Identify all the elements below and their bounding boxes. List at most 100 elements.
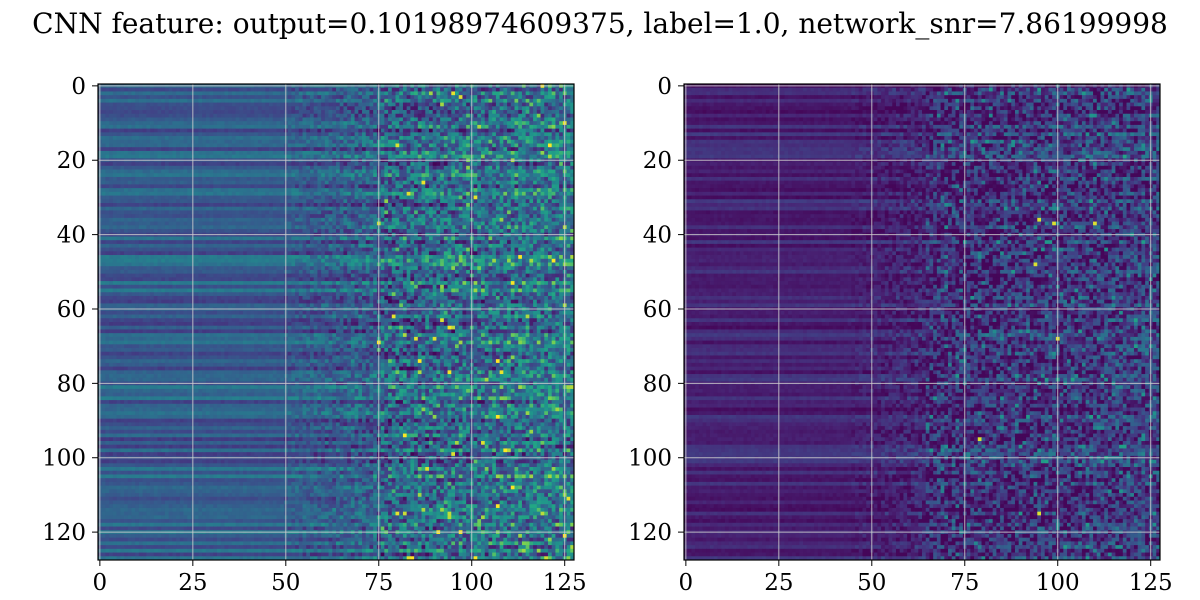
heatmap-cell: [195, 99, 199, 103]
heatmap-cell: [462, 136, 466, 140]
heatmap-cell: [436, 121, 440, 125]
heatmap-cell: [496, 121, 500, 125]
heatmap-cell: [105, 117, 109, 121]
heatmap-cell: [299, 177, 303, 181]
heatmap-cell: [161, 170, 165, 174]
heatmap-cell: [265, 106, 269, 110]
heatmap-cell: [135, 166, 139, 170]
heatmap-cell: [102, 140, 106, 144]
heatmap-cell: [314, 166, 318, 170]
heatmap-cell: [217, 166, 221, 170]
heatmap-cell: [407, 140, 411, 144]
heatmap-cell: [232, 136, 236, 140]
heatmap-cell: [139, 147, 143, 151]
heatmap-cell: [321, 177, 325, 181]
heatmap-cell: [429, 170, 433, 174]
heatmap-cell: [533, 188, 537, 192]
heatmap-cell: [533, 121, 537, 125]
heatmap-cell: [243, 129, 247, 133]
heatmap-cell: [198, 166, 202, 170]
heatmap-cell: [459, 110, 463, 114]
heatmap-cell: [503, 181, 507, 185]
heatmap-cell: [388, 117, 392, 121]
heatmap-cell: [299, 95, 303, 99]
heatmap-cell: [448, 103, 452, 107]
heatmap-cell: [392, 106, 396, 110]
heatmap-cell: [206, 184, 210, 188]
heatmap-cell: [306, 132, 310, 136]
heatmap-cell: [250, 173, 254, 177]
heatmap-cell: [117, 177, 121, 181]
heatmap-cell: [477, 140, 481, 144]
heatmap-cell: [102, 91, 106, 95]
heatmap-cell: [507, 132, 511, 136]
heatmap-cell: [180, 203, 184, 207]
heatmap-cell: [303, 88, 307, 92]
heatmap-cell: [187, 177, 191, 181]
heatmap-cell: [448, 125, 452, 129]
heatmap-cell: [124, 110, 128, 114]
heatmap-cell: [369, 196, 373, 200]
heatmap-cell: [336, 184, 340, 188]
heatmap-cell: [224, 125, 228, 129]
heatmap-cell: [202, 147, 206, 151]
heatmap-cell: [117, 88, 121, 92]
heatmap-cell: [358, 132, 362, 136]
heatmap-cell: [429, 144, 433, 148]
heatmap-cell: [202, 155, 206, 159]
heatmap-cell: [158, 181, 162, 185]
heatmap-cell: [124, 203, 128, 207]
heatmap-cell: [343, 199, 347, 203]
heatmap-cell: [143, 136, 147, 140]
heatmap-cell: [117, 203, 121, 207]
heatmap-cell: [462, 129, 466, 133]
heatmap-cell: [466, 88, 470, 92]
heatmap-cell: [388, 173, 392, 177]
heatmap-cell: [515, 88, 519, 92]
heatmap-cell: [347, 91, 351, 95]
heatmap-cell: [221, 192, 225, 196]
heatmap-cell: [492, 155, 496, 159]
heatmap-cell: [158, 95, 162, 99]
heatmap-cell: [448, 151, 452, 155]
heatmap-cell: [184, 99, 188, 103]
heatmap-cell: [321, 140, 325, 144]
heatmap-cell: [310, 140, 314, 144]
heatmap-cell: [165, 99, 169, 103]
heatmap-cell: [399, 103, 403, 107]
heatmap-cell: [373, 170, 377, 174]
heatmap-cell: [422, 103, 426, 107]
heatmap-cell: [280, 184, 284, 188]
heatmap-cell: [247, 162, 251, 166]
heatmap-cell: [202, 88, 206, 92]
heatmap-cell: [202, 95, 206, 99]
heatmap-cell: [291, 136, 295, 140]
heatmap-cell: [340, 110, 344, 114]
heatmap-cell: [355, 181, 359, 185]
heatmap-cell: [485, 166, 489, 170]
heatmap-cell: [206, 155, 210, 159]
heatmap-cell: [269, 103, 273, 107]
heatmap-cell: [184, 110, 188, 114]
heatmap-cell: [202, 114, 206, 118]
heatmap-cell: [135, 199, 139, 203]
heatmap-cell: [221, 125, 225, 129]
heatmap-cell: [526, 106, 530, 110]
heatmap-cell: [392, 95, 396, 99]
heatmap-cell: [329, 136, 333, 140]
heatmap-cell: [306, 181, 310, 185]
heatmap-cell: [552, 151, 556, 155]
heatmap-cell: [455, 110, 459, 114]
heatmap-cell: [466, 151, 470, 155]
heatmap-cell: [559, 192, 563, 196]
heatmap-cell: [124, 95, 128, 99]
heatmap-cell: [399, 106, 403, 110]
heatmap-cell: [336, 121, 340, 125]
heatmap-cell: [555, 184, 559, 188]
heatmap-cell: [526, 103, 530, 107]
heatmap-cell: [436, 166, 440, 170]
heatmap-cell: [124, 196, 128, 200]
heatmap-cell: [347, 103, 351, 107]
heatmap-cell: [526, 155, 530, 159]
heatmap-cell: [139, 117, 143, 121]
